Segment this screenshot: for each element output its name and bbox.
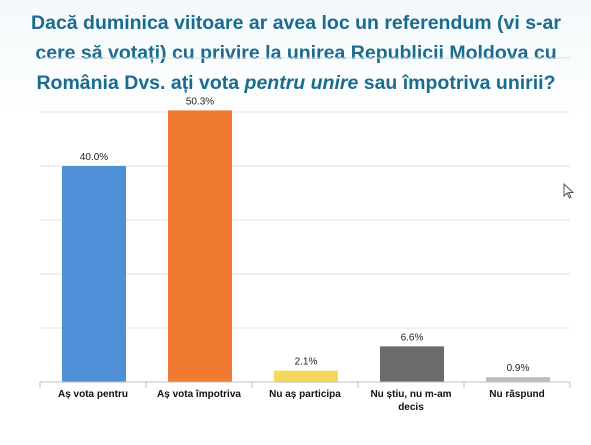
bar-value-label: 50.3% (186, 96, 214, 107)
data-labels: 40.0% 50.3% 2.1% 6.6% 0.9% (80, 96, 530, 374)
category-label: Aș vota pentru (58, 389, 128, 400)
title-line-3: România Dvs. ați vota pentru unire sau î… (8, 68, 584, 98)
bar-value-label: 0.9% (507, 363, 530, 374)
category-label: Nu aș participa (269, 389, 341, 400)
category-label: Aș vota împotriva (157, 389, 241, 400)
mouse-cursor-icon (563, 183, 575, 199)
category-label: decis (398, 402, 424, 413)
header-background (0, 0, 591, 120)
category-labels: Aș vota pentru Aș vota împotriva Nu aș par… (58, 389, 545, 413)
title-line-3-start: România Dvs. ați vota (36, 72, 245, 94)
category-label: Nu știu, nu m-am (370, 389, 451, 400)
title-line-1: Dacă duminica viitoare ar avea loc un re… (31, 12, 561, 34)
bar (62, 166, 126, 382)
bar-value-label: 6.6% (401, 332, 424, 343)
bar (274, 370, 338, 382)
bar (168, 110, 232, 382)
bar-value-label: 2.1% (295, 357, 318, 368)
title-line-3-end: sau împotriva unirii? (358, 72, 556, 94)
bars (62, 110, 550, 382)
gridlines (40, 57, 570, 329)
x-axis-ticks (39, 382, 571, 388)
bar (380, 346, 444, 382)
title-emphasis: pentru unire (244, 72, 359, 94)
bar (486, 377, 550, 382)
category-label: Nu răspund (489, 389, 545, 400)
bar-value-label: 40.0% (80, 152, 108, 163)
